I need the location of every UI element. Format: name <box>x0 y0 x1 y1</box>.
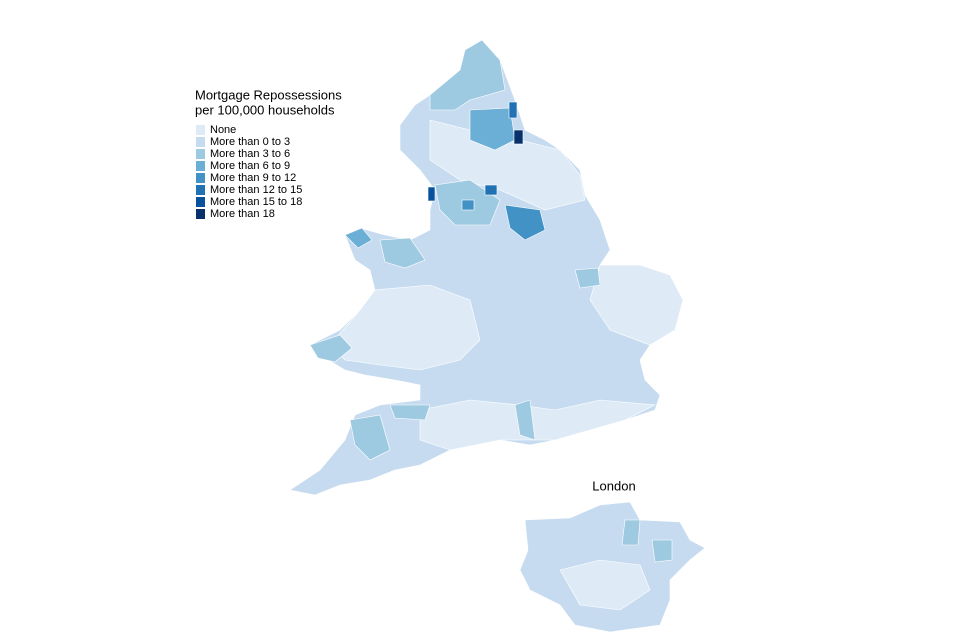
legend-title: Mortgage Repossessions <box>195 87 342 102</box>
legend: Mortgage Repossessions per 100,000 house… <box>195 87 342 219</box>
england-wales-map <box>289 39 684 496</box>
map-region <box>389 404 431 421</box>
map-region <box>621 519 641 546</box>
map-region <box>514 399 536 441</box>
map-region <box>349 414 391 461</box>
legend-label: More than 12 to 15 <box>210 184 302 196</box>
legend-swatch <box>196 197 205 207</box>
legend-swatch <box>196 173 205 183</box>
legend-swatch <box>196 125 205 135</box>
map-region <box>461 199 475 211</box>
legend-swatch <box>196 185 205 195</box>
map-region <box>513 129 524 145</box>
legend-swatch <box>196 161 205 171</box>
map-region <box>574 267 601 289</box>
legend-title: per 100,000 households <box>195 102 335 117</box>
legend-swatch <box>196 137 205 147</box>
map-region <box>589 264 684 346</box>
legend-label: More than 18 <box>210 208 275 220</box>
legend-label: More than 9 to 12 <box>210 172 296 184</box>
inset-label: London <box>592 478 635 493</box>
map-region <box>429 39 506 111</box>
map-region <box>329 284 481 371</box>
map-region <box>504 204 546 241</box>
legend-label: More than 3 to 6 <box>210 148 290 160</box>
london-inset: London <box>519 478 706 633</box>
legend-swatch <box>196 149 205 159</box>
map-region <box>309 334 353 363</box>
map-region <box>484 184 498 196</box>
map-region <box>651 539 673 563</box>
map-region <box>344 227 373 249</box>
map-region <box>508 101 518 119</box>
legend-label: More than 6 to 9 <box>210 160 290 172</box>
legend-label: More than 0 to 3 <box>210 136 290 148</box>
legend-swatch <box>196 209 205 219</box>
map-region <box>469 107 516 151</box>
map-region <box>379 237 426 269</box>
legend-label: More than 15 to 18 <box>210 196 302 208</box>
legend-label: None <box>210 124 236 136</box>
map-region <box>427 186 436 202</box>
map-region <box>559 559 651 611</box>
